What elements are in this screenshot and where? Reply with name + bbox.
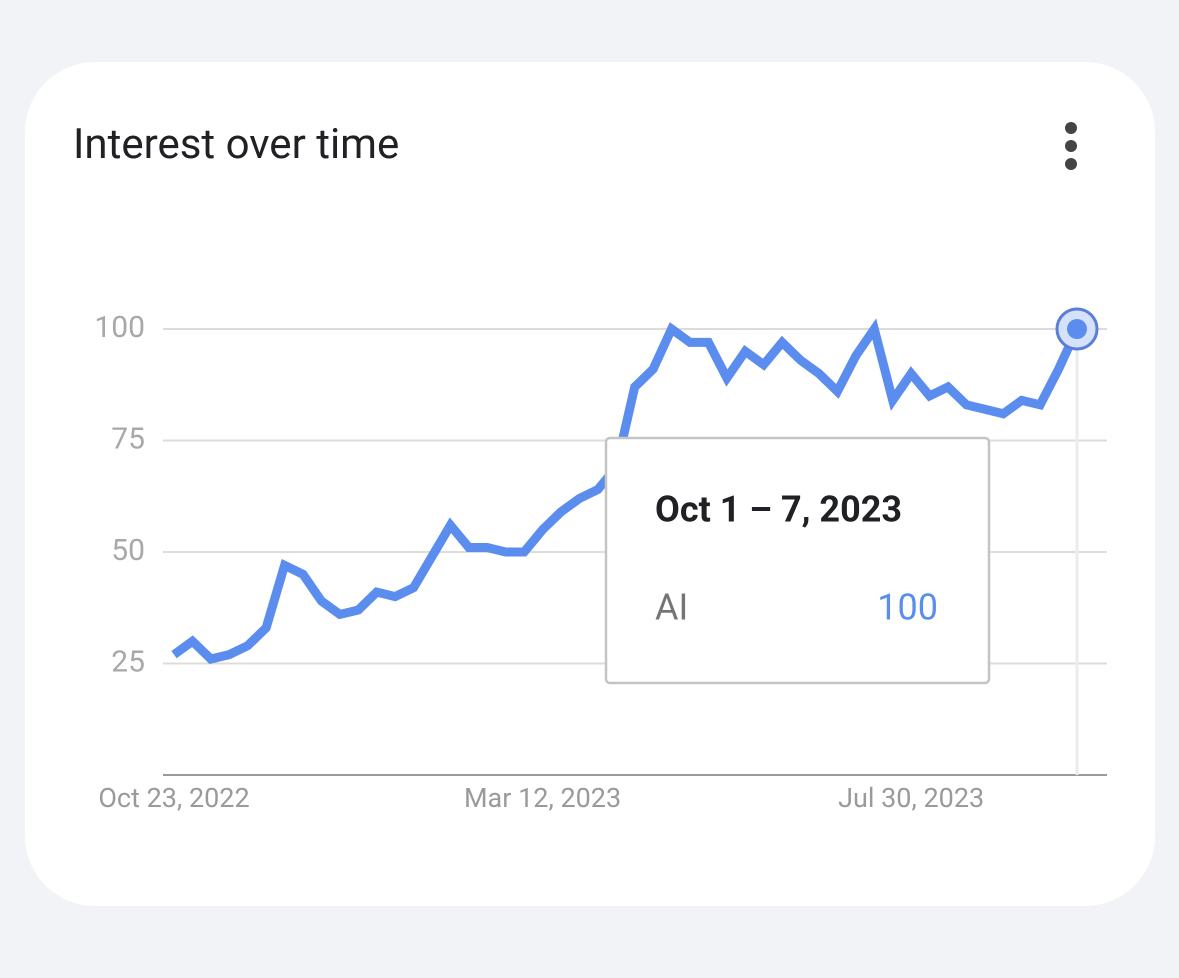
tooltip-box xyxy=(604,436,991,685)
tooltip-series-name: AI xyxy=(655,587,688,629)
tooltip: Oct 1 – 7, 2023 AI 100 xyxy=(604,436,991,685)
x-tick-label: Mar 12, 2023 xyxy=(464,782,621,814)
x-tick-label: Jul 30, 2023 xyxy=(838,782,984,814)
menu-button[interactable] xyxy=(1065,122,1077,170)
menu-dot[interactable] xyxy=(1065,158,1077,170)
hover-point xyxy=(1067,319,1087,339)
menu-dot[interactable] xyxy=(1065,140,1077,152)
y-tick-label: 50 xyxy=(111,533,145,568)
card-title: Interest over time xyxy=(73,120,399,169)
plot: 25 50 75 100 Oct 23, 2022 Mar 12, 2023 Jul 30,… xyxy=(94,307,1107,814)
tooltip-value: 100 xyxy=(877,587,938,629)
card xyxy=(25,62,1155,906)
x-tick-label: Oct 23, 2022 xyxy=(98,782,249,814)
data-line xyxy=(171,318,1082,664)
tooltip-title: Oct 1 – 7, 2023 xyxy=(655,489,902,531)
y-tick-label: 100 xyxy=(94,310,145,345)
y-tick-label: 75 xyxy=(111,421,145,456)
y-tick-label: 25 xyxy=(111,644,145,679)
menu-dot[interactable] xyxy=(1065,122,1077,134)
